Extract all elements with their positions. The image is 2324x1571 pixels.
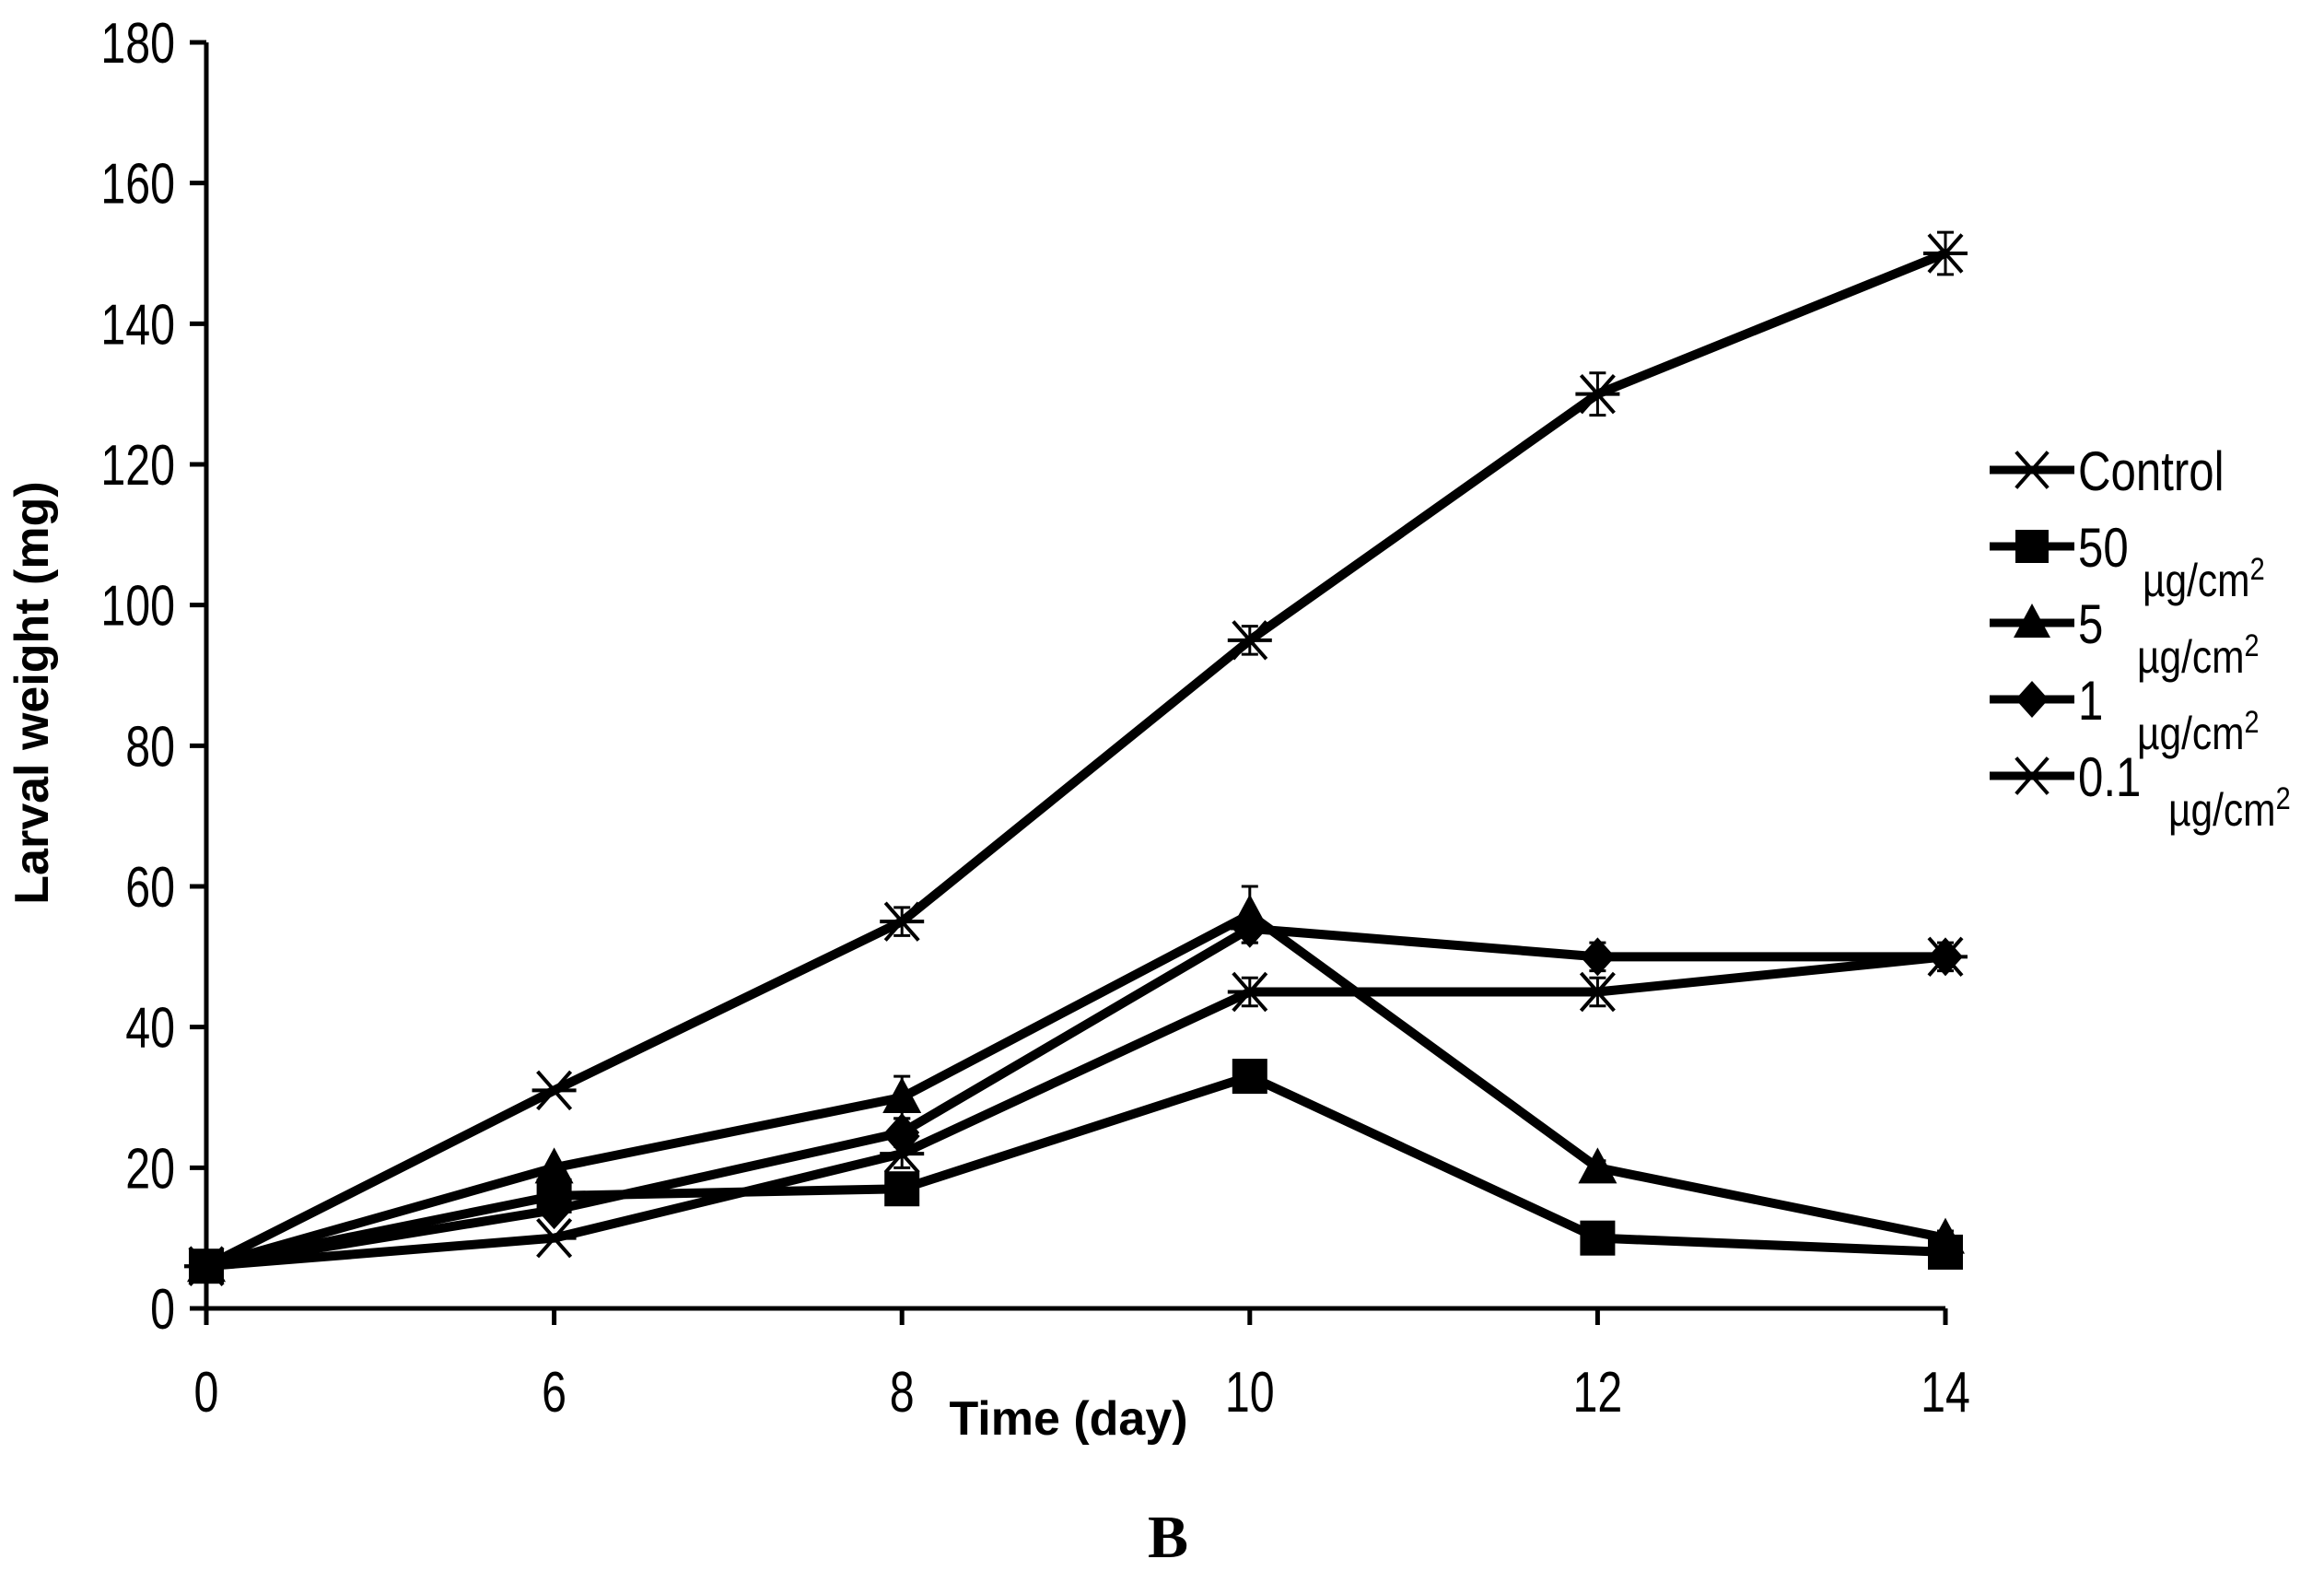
- series-3: [189, 909, 1963, 1286]
- y-tick-label: 20: [125, 1137, 175, 1201]
- legend-label: 50: [2078, 516, 2129, 579]
- legend-label: 5: [2078, 592, 2103, 655]
- series-line: [204, 249, 1947, 1271]
- y-tick-label: 0: [150, 1277, 175, 1341]
- marker-diamond: [536, 1190, 572, 1230]
- legend-unit-superscript: 2: [2276, 780, 2291, 816]
- marker-asterisk: [2011, 451, 2053, 489]
- legend-unit: µg/cm2: [2143, 551, 2265, 606]
- marker-asterisk-stroke: [1579, 373, 1616, 415]
- marker-diamond: [1580, 937, 1616, 977]
- legend-label: Control: [2078, 440, 2225, 502]
- y-tick-label: 180: [100, 11, 175, 75]
- marker-asterisk: [2011, 756, 2053, 795]
- marker-asterisk-stroke: [1232, 620, 1268, 661]
- x-tick-label: 8: [890, 1360, 915, 1424]
- marker-triangle: [1926, 1217, 1965, 1254]
- marker-asterisk-stroke: [883, 901, 920, 942]
- x-tick-label: 6: [542, 1360, 566, 1424]
- marker-asterisk-stroke: [2015, 451, 2050, 489]
- marker-square: [1232, 1059, 1267, 1095]
- marker-triangle: [882, 1077, 922, 1113]
- legend-item-0: Control: [1990, 440, 2225, 502]
- legend-unit-superscript: 2: [2250, 551, 2265, 587]
- series-line: [205, 952, 1946, 1272]
- y-tick-label: 120: [100, 433, 175, 497]
- legend-unit: µg/cm2: [2168, 780, 2291, 836]
- x-tick-label: 0: [194, 1360, 219, 1424]
- marker-triangle: [534, 1147, 574, 1184]
- y-tick-label: 140: [100, 293, 175, 357]
- y-tick-label: 80: [125, 715, 175, 779]
- y-tick-label: 40: [125, 996, 175, 1060]
- marker-asterisk: [531, 1070, 577, 1111]
- legend-item-2: 5 µg/cm2: [1990, 592, 2260, 683]
- marker-asterisk: [1227, 620, 1272, 661]
- y-ticks: 0 20 40 60 80 100 120 140 160 180: [100, 11, 206, 1341]
- marker-asterisk-stroke: [188, 1246, 225, 1286]
- marker-asterisk-stroke: [536, 1217, 573, 1259]
- marker-square: [2015, 530, 2049, 563]
- marker-asterisk-stroke: [1232, 971, 1268, 1013]
- x-tick-label: 12: [1573, 1360, 1623, 1424]
- series-line: [205, 923, 1945, 1272]
- marker-asterisk-stroke: [1927, 936, 1964, 978]
- legend-item-3: 1 µg/cm2: [1990, 669, 2260, 759]
- marker-asterisk-stroke: [536, 1070, 573, 1111]
- series-layer: [184, 230, 1968, 1286]
- marker-asterisk: [1227, 971, 1272, 1013]
- marker-square: [1580, 1220, 1616, 1256]
- marker-asterisk-stroke: [1579, 971, 1616, 1013]
- series-0: [184, 230, 1968, 1286]
- marker-asterisk-stroke: [1927, 233, 1964, 274]
- x-axis-title: Time (day): [949, 1392, 1187, 1446]
- x-tick-label: 10: [1225, 1360, 1275, 1424]
- y-tick-label: 100: [100, 574, 175, 638]
- panel-label: B: [1148, 1504, 1188, 1571]
- y-tick-label: 60: [125, 855, 175, 919]
- legend-unit-superscript: 2: [2245, 627, 2260, 663]
- legend-unit: µg/cm2: [2137, 627, 2260, 683]
- marker-asterisk: [880, 1133, 925, 1174]
- legend-label: 1: [2078, 669, 2103, 732]
- y-axis-title: Larval weight (mg): [6, 481, 59, 904]
- axes: 0 20 40 60 80 100 120 140 160 180 0 6 8 10 12 14: [100, 11, 1970, 1424]
- marker-asterisk: [1575, 373, 1620, 415]
- legend-label: 0.1: [2078, 745, 2141, 808]
- marker-diamond: [1232, 909, 1267, 948]
- marker-diamond: [2015, 681, 2049, 718]
- x-tick-label: 14: [1921, 1360, 1970, 1424]
- legend-unit: µg/cm2: [2137, 704, 2260, 759]
- marker-asterisk: [184, 1246, 228, 1286]
- marker-asterisk: [531, 1217, 577, 1259]
- legend-item-1: 50 µg/cm2: [1990, 516, 2265, 606]
- marker-triangle: [1578, 1147, 1617, 1184]
- marker-asterisk: [1923, 233, 1968, 274]
- marker-asterisk: [1575, 971, 1620, 1013]
- y-tick-label: 160: [100, 152, 175, 216]
- x-ticks: 0 6 8 10 12 14: [194, 1308, 1970, 1424]
- marker-asterisk: [1923, 936, 1968, 978]
- series-line: [205, 1072, 1946, 1272]
- marker-square: [884, 1171, 920, 1207]
- legend-item-4: 0.1 µg/cm2: [1990, 745, 2291, 836]
- marker-asterisk-stroke: [883, 1133, 920, 1174]
- marker-asterisk-stroke: [2015, 756, 2050, 795]
- legend-unit-superscript: 2: [2245, 704, 2260, 740]
- marker-triangle: [2014, 604, 2050, 638]
- series-4: [184, 936, 1968, 1286]
- series-line: [204, 909, 1946, 1272]
- marker-asterisk: [880, 901, 925, 942]
